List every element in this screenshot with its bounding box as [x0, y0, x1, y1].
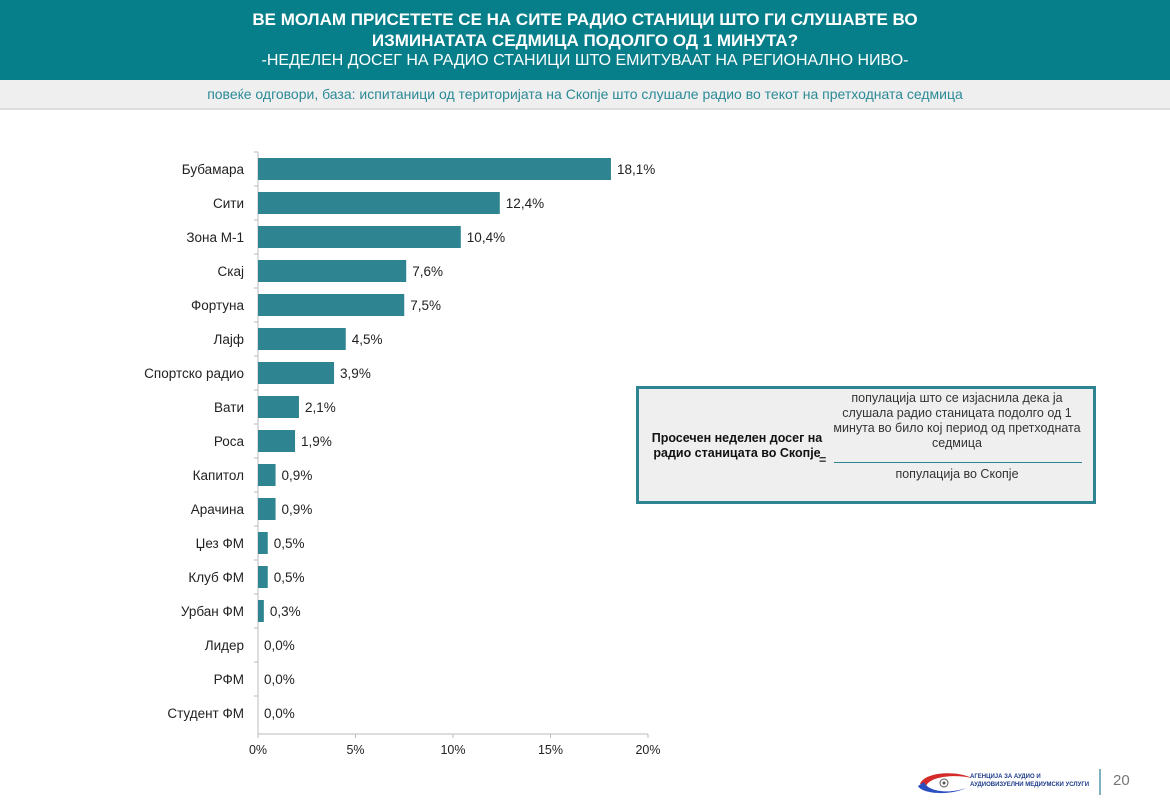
bar — [258, 532, 268, 554]
data-label: 0,9% — [282, 468, 313, 483]
category-label: Скај — [218, 264, 244, 279]
title-line-1: ВЕ МОЛАМ ПРИСЕТЕТЕ СЕ НА СИТЕ РАДИО СТАН… — [252, 10, 918, 29]
category-label: РФМ — [214, 672, 244, 687]
data-label: 0,9% — [282, 502, 313, 517]
data-label: 0,5% — [274, 536, 305, 551]
formula-equals: = — [819, 453, 827, 467]
footer-divider — [1099, 769, 1101, 795]
category-label: Бубамара — [182, 162, 245, 177]
x-tick-label: 20% — [635, 743, 660, 757]
agency-logo-text: АГЕНЦИЈА ЗА АУДИО И АУДИОВИЗУЕЛНИ МЕДИУМ… — [970, 774, 1090, 788]
category-label: Лајф — [214, 332, 244, 347]
category-label: Студент ФМ — [167, 706, 244, 721]
data-label: 7,5% — [410, 298, 441, 313]
title-line-2: ИЗМИНАТАТА СЕДМИЦА ПОДОЛГО ОД 1 МИНУТА? — [371, 31, 799, 50]
bar — [258, 158, 611, 180]
data-label: 0,3% — [270, 604, 301, 619]
agency-logo-icon — [918, 773, 972, 794]
data-label: 7,6% — [412, 264, 443, 279]
category-label: Урбан ФМ — [181, 604, 244, 619]
bar — [258, 396, 299, 418]
formula-numerator: популација што се изјаснила дека ја слуш… — [833, 391, 1081, 450]
category-label: Клуб ФМ — [188, 570, 244, 585]
bar — [258, 600, 264, 622]
category-label: Зона М-1 — [186, 230, 244, 245]
data-label: 0,0% — [264, 638, 295, 653]
x-tick-label: 10% — [440, 743, 465, 757]
bar — [258, 192, 500, 214]
bar — [258, 260, 407, 282]
category-label: Арачина — [191, 502, 245, 517]
data-label: 2,1% — [305, 400, 336, 415]
category-label: Капитол — [193, 468, 244, 483]
bar — [258, 294, 405, 316]
bar — [258, 328, 346, 350]
data-label: 3,9% — [340, 366, 371, 381]
category-label: Џез ФМ — [196, 536, 244, 551]
base-note: повеќе одговори, база: испитаници од тер… — [0, 80, 1170, 110]
x-tick-label: 5% — [346, 743, 364, 757]
page-number: 20 — [1113, 772, 1130, 789]
header-banner: ВЕ МОЛАМ ПРИСЕТЕТЕ СЕ НА СИТЕ РАДИО СТАН… — [0, 0, 1170, 80]
data-label: 10,4% — [467, 230, 505, 245]
data-label: 0,0% — [264, 706, 295, 721]
data-label: 12,4% — [506, 196, 544, 211]
category-label: Лидер — [205, 638, 244, 653]
data-label: 1,9% — [301, 434, 332, 449]
x-tick-label: 0% — [249, 743, 267, 757]
bar — [258, 566, 268, 588]
category-label: Вати — [214, 400, 244, 415]
bar — [258, 226, 461, 248]
data-label: 18,1% — [617, 162, 655, 177]
category-label: Роса — [214, 434, 245, 449]
formula-box: Просечен неделен досег на радио станицат… — [636, 386, 1096, 504]
subtitle: -НЕДЕЛЕН ДОСЕГ НА РАДИО СТАНИЦИ ШТО ЕМИТ… — [261, 52, 909, 69]
bar — [258, 498, 276, 520]
formula-lhs: Просечен неделен досег на радио станицат… — [651, 431, 823, 460]
bar — [258, 464, 276, 486]
formula-denominator: популација во Скопје — [895, 467, 1019, 481]
bar — [258, 430, 296, 452]
data-label: 4,5% — [352, 332, 383, 347]
fraction-line — [834, 462, 1082, 463]
data-label: 0,0% — [264, 672, 295, 687]
data-label: 0,5% — [274, 570, 305, 585]
category-label: Фортуна — [191, 298, 245, 313]
bar — [258, 362, 335, 384]
x-tick-label: 15% — [538, 743, 563, 757]
category-label: Сити — [213, 196, 244, 211]
category-label: Спортско радио — [144, 366, 244, 381]
